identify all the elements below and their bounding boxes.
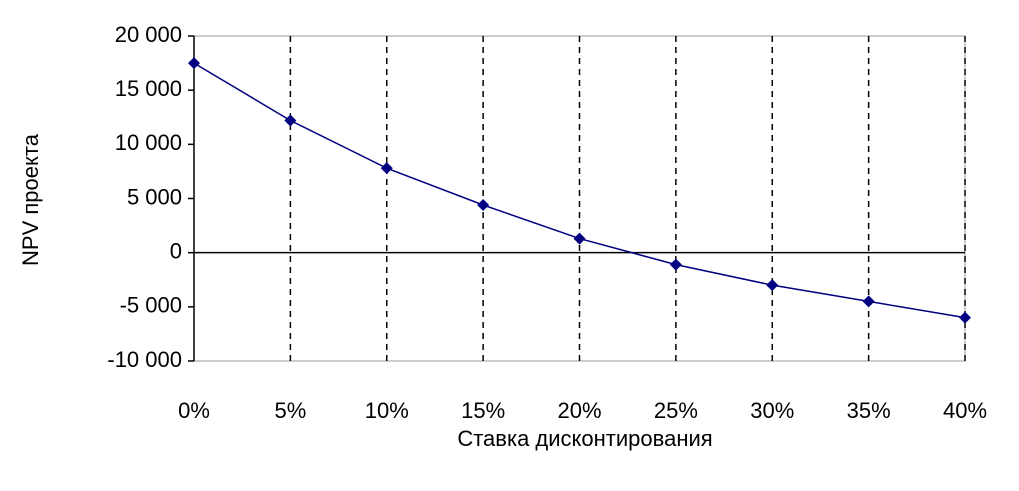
marker: [959, 311, 971, 324]
y-axis-title: NPV проекта: [18, 133, 43, 266]
marker: [188, 57, 200, 70]
x-tick-label: 30%: [750, 398, 794, 423]
x-tick-label: 35%: [847, 398, 891, 423]
x-tick-label: 25%: [654, 398, 698, 423]
x-tick-label: 5%: [274, 398, 306, 423]
x-axis-title: Ставка дисконтирования: [457, 426, 712, 451]
marker: [477, 199, 490, 211]
y-tick-label: 20 000: [115, 22, 182, 47]
y-tick-label: -5 000: [120, 293, 182, 318]
y-tick-label: 15 000: [115, 76, 182, 101]
marker: [573, 232, 586, 245]
marker: [766, 279, 779, 292]
x-tick-label: 15%: [461, 398, 505, 423]
marker: [284, 114, 297, 127]
x-tick-label: 10%: [365, 398, 409, 423]
x-tick-label: 20%: [557, 398, 601, 423]
x-tick-label: 0%: [178, 398, 210, 423]
y-tick-label: -10 000: [107, 347, 182, 372]
y-tick-label: 10 000: [115, 130, 182, 155]
marker: [669, 258, 682, 271]
y-tick-label: 5 000: [127, 184, 182, 209]
x-tick-label: 40%: [943, 398, 987, 423]
marker: [862, 295, 875, 308]
y-tick-label: 0: [170, 238, 182, 263]
marker: [380, 162, 393, 175]
